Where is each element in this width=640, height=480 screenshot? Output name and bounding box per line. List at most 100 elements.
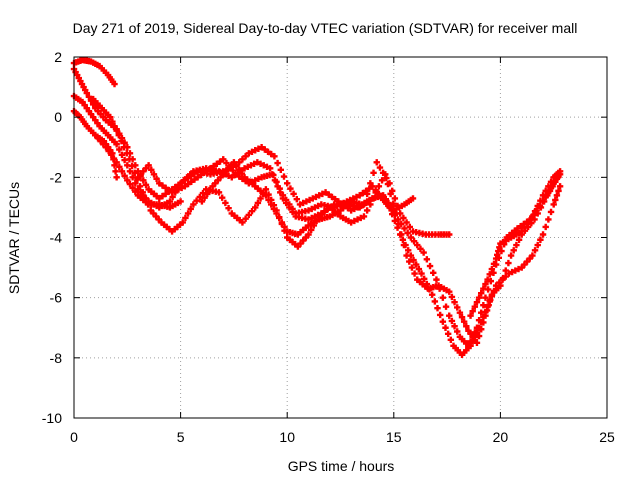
data-point [467,312,474,319]
series-trace-1 [70,56,118,88]
data-point [385,199,392,207]
data-point [367,180,374,187]
data-point [473,298,481,306]
data-point [456,309,464,316]
data-point [482,294,489,301]
data-point [287,185,294,192]
x-tick-label: 20 [493,429,509,445]
data-point [454,328,461,335]
data-point [384,180,392,188]
data-point [242,215,249,222]
data-point [451,298,458,306]
data-point [265,196,272,204]
data-point [411,270,418,277]
data-point [410,238,418,245]
data-point [537,197,544,204]
y-tick-label: -4 [50,230,63,246]
data-point [451,323,458,330]
data-point [485,301,492,309]
data-point [534,202,541,210]
data-point [166,198,174,205]
data-point [305,231,312,238]
data-point [116,163,123,171]
data-point [83,89,90,97]
data-point [289,208,296,216]
data-point [406,223,413,231]
data-point [184,210,192,217]
data-point [480,319,487,326]
data-point [274,159,281,167]
data-point [537,236,544,243]
data-point [418,270,425,277]
data-point [428,291,436,298]
data-point [547,208,555,216]
data-point [281,223,288,231]
data-point [539,231,547,238]
data-point [128,162,136,170]
data-point [140,177,147,184]
data-point [391,195,399,202]
data-point [274,183,281,190]
data-point [126,168,134,175]
data-point [454,304,461,311]
data-point [488,265,496,273]
data-point [239,219,246,226]
data-point [376,164,384,171]
data-point [110,155,118,162]
data-point [404,247,412,254]
data-point [109,118,116,125]
data-point [515,236,523,243]
y-tick-label: -6 [50,290,63,306]
data-point [531,247,539,254]
data-point [439,294,447,301]
data-point [539,192,547,199]
data-point [375,183,383,190]
data-point [277,166,285,174]
data-point [113,141,120,148]
data-point [556,183,564,190]
data-point [401,225,408,232]
data-point [276,214,283,222]
data-point [290,190,297,198]
data-point [279,195,287,202]
data-point [400,214,407,222]
data-point [448,293,456,301]
data-point [410,256,417,264]
data-point [447,336,455,343]
data-point [521,224,528,231]
x-tick-label: 25 [599,429,615,445]
data-point [507,252,515,259]
data-point [187,205,194,213]
data-point [284,180,291,187]
data-point [215,189,223,196]
y-tick-label: 2 [54,49,62,65]
data-point [102,144,110,151]
data-point [271,177,279,184]
data-point [480,285,487,292]
data-point [430,269,437,277]
data-point [142,181,150,189]
data-point [360,213,368,220]
data-point [420,275,428,283]
data-point [415,265,423,273]
y-tick-label: -2 [50,169,63,185]
data-point [131,169,138,177]
data-point [129,184,136,192]
data-point [529,252,536,259]
data-point [542,187,549,195]
y-axis-label: SDTVAR / TECUs [6,182,22,294]
chart-title: Day 271 of 2019, Sidereal Day-to-day VTE… [73,20,578,36]
data-point [115,132,122,139]
data-point [177,198,184,205]
data-point [534,241,541,249]
data-point [423,256,431,263]
data-point [387,190,394,198]
data-point [484,276,491,283]
data-point [271,153,278,160]
data-point [446,231,453,238]
data-point [201,194,208,201]
data-point [379,192,387,199]
